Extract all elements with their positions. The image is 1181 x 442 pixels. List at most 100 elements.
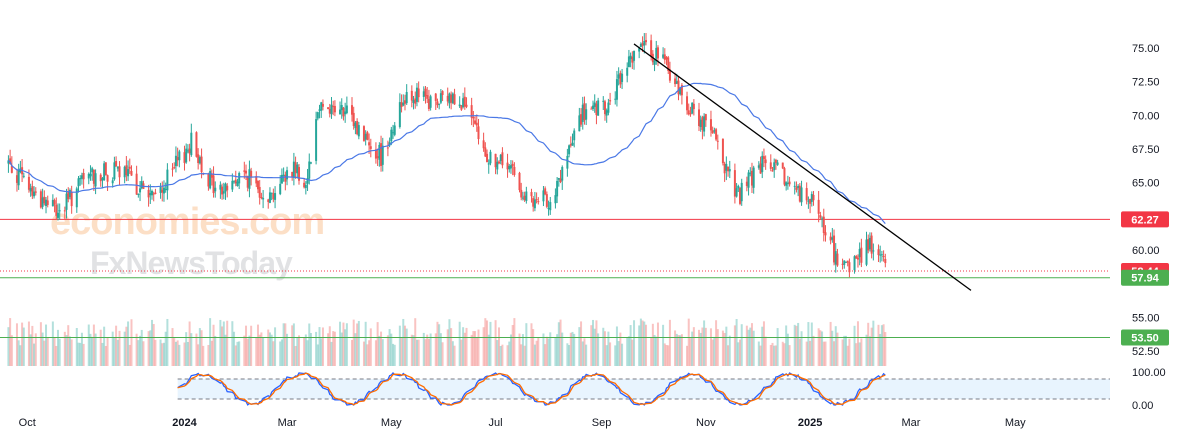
candle-body [212,175,215,194]
volume-bar [733,325,736,366]
candle-body [378,144,381,160]
candle-body [809,198,812,204]
candle-body [125,165,128,176]
candle-body [342,107,345,117]
candle-body [328,108,331,114]
candle-body [53,200,56,205]
candle-body [366,132,369,140]
candle-body [195,132,198,157]
candle-body [374,149,377,159]
volume-bar [593,328,596,366]
candle-body [872,250,875,252]
volume-bar [226,320,229,366]
trendline[interactable] [633,43,972,291]
candle-body [810,193,813,202]
volume-bar [846,345,849,366]
volume-bar [739,339,742,366]
candle-body [450,94,453,103]
candle-body [578,115,581,132]
volume-bar [234,345,237,366]
time-axis[interactable]: Oct 2024 Mar May Jul Sep Nov 2025 Mar May [19,417,1026,429]
candle-body [402,102,405,106]
volume-bar [268,332,271,366]
volume-bar [627,336,630,366]
price-tick-label: 70.00 [1132,110,1160,122]
candle-body [173,167,176,169]
volume-bar [94,333,97,366]
volume-bar [198,328,201,366]
candle-body [545,194,548,207]
volume-bar [697,329,700,366]
candle-body [75,188,78,208]
candle-body [716,140,719,142]
candle-body [92,169,95,184]
candle-body [781,162,784,169]
candle-body [641,43,644,46]
volume-bar [662,324,665,366]
candle-body [472,116,475,119]
volume-bar [713,336,716,366]
candle-body [298,167,301,181]
volume-bar [439,333,442,366]
volume-bar [219,319,222,366]
volume-bar [458,321,461,366]
volume-bar [585,344,588,366]
candle-body [521,197,524,199]
volume-bar [398,325,401,366]
candle-body [605,110,608,116]
candle-body [429,96,432,108]
candle-body [188,148,191,154]
volume-bar [31,325,34,366]
candle-body [769,162,772,169]
candle-body [234,179,237,184]
volume-bar [89,333,92,366]
volume-bar [200,330,203,366]
candle-body [267,199,270,202]
volume-bar [605,345,608,366]
price-axis[interactable]: 75.00 72.50 70.00 67.50 65.00 60.00 55.00 52.50… [1132,43,1166,412]
candle-body [164,188,167,190]
candle-body [190,132,193,156]
volume-bar [256,324,259,366]
volume-bar [123,331,126,366]
candle-body [771,170,774,172]
candle-body [870,235,873,254]
candle-body [662,54,665,58]
candle-body [364,133,367,140]
candle-body [403,100,406,104]
volume-bar [441,342,444,366]
candle-body [834,251,837,265]
volume-bar [17,340,20,366]
moving-average [7,82,886,224]
volume-bar [400,337,403,366]
volume-bar [544,344,547,366]
candle-body [733,170,736,197]
volume-bar [786,333,789,366]
volume-bar [750,323,753,366]
volume-bar [403,325,406,366]
volume-bar [10,335,13,366]
candle-body [415,87,418,102]
candle-body [381,145,384,165]
candle-body [773,162,776,171]
volume-bar [188,321,191,366]
candle-body [386,147,389,149]
volume-bar [745,325,748,366]
volume-bar [43,340,46,366]
volume-bar [328,326,331,366]
volume-bar [362,341,365,366]
candle-body [318,109,321,111]
candle-body [39,191,42,208]
volume-bar [721,330,724,366]
candle-body [130,170,133,176]
candle-body [535,199,538,201]
volume-bar [262,337,265,366]
candle-body [829,236,832,241]
candle-body [474,120,477,124]
volume-bar [821,331,824,366]
volume-bar [171,328,174,366]
volume-bar [701,327,704,366]
candle-body [614,98,617,100]
